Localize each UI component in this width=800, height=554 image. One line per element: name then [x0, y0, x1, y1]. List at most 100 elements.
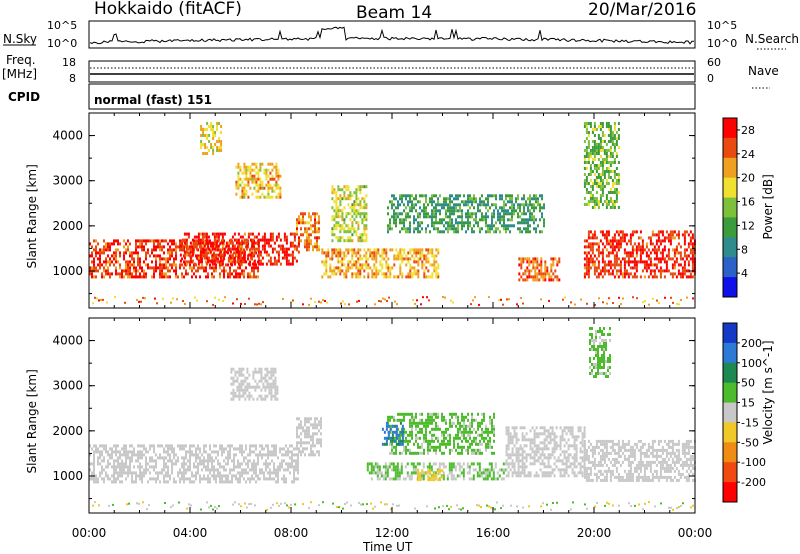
y-axis-label: Slant Range [km] [25, 164, 39, 268]
colorbar-tick-label: 50 [741, 377, 755, 390]
colorbar-tick-label: -200 [741, 476, 766, 489]
data-region [381, 421, 404, 446]
x-tick-label: 16:00 [476, 526, 511, 540]
colorbar-swatch [723, 197, 737, 218]
nsky-tick-high: 10^5 [47, 19, 77, 32]
y-tick-label: 2000 [52, 219, 83, 233]
x-tick-label: 00:00 [678, 526, 713, 540]
x-tick-label: 08:00 [274, 526, 309, 540]
y-tick-label: 1000 [52, 469, 83, 483]
data-region [583, 230, 696, 279]
colorbar-swatch [723, 422, 737, 443]
colorbar-frame [722, 322, 738, 503]
data-region [583, 439, 696, 482]
nsky-tick-low: 10^0 [47, 37, 77, 50]
colorbar-label: Velocity [m s^-1] [761, 340, 775, 444]
colorbar-swatch [723, 277, 737, 298]
data-region [589, 327, 611, 378]
beam-title: Beam 14 [356, 3, 432, 23]
nave-tick-high: 60 [707, 56, 721, 69]
nave-label: Nave [748, 64, 779, 78]
colorbar-tick-label: 15 [741, 397, 755, 410]
time-axis-label: Time UT [362, 540, 413, 554]
cpid-label: CPID [8, 90, 40, 104]
y-tick-label: 4000 [52, 334, 83, 348]
low-range-scatter [92, 296, 694, 306]
colorbar-swatch [723, 362, 737, 384]
colorbar-tick-label: -50 [741, 436, 759, 449]
data-region [179, 232, 300, 266]
data-region [200, 122, 223, 155]
y-tick-label: 3000 [52, 379, 83, 393]
nsky-strip-frame [88, 20, 696, 49]
x-tick-label: 00:00 [72, 526, 107, 540]
power-panel: 1000 2000 3000 4000 Slant Range [km] [25, 112, 696, 309]
date-title: 20/Mar/2016 [588, 0, 696, 20]
colorbar-swatch [723, 342, 737, 364]
nsky-line [89, 26, 694, 45]
data-region [296, 417, 322, 457]
data-region [417, 469, 444, 482]
colorbar-swatch [723, 442, 737, 463]
colorbar-swatch [723, 402, 737, 423]
nave-tick-low: 0 [707, 72, 714, 85]
cpid-strip-frame [88, 83, 696, 110]
data-region [387, 194, 545, 234]
colorbar-swatch [723, 217, 737, 238]
data-region [366, 462, 507, 481]
colorbar-swatch [723, 118, 737, 139]
y-tick-label: 4000 [52, 129, 83, 143]
freq-strip-frame [88, 60, 696, 83]
colorbar-tick-label: 4 [741, 267, 748, 280]
freq-unit: [MHz] [2, 67, 37, 81]
y-tick-label: 1000 [52, 264, 83, 278]
x-tick-label: 04:00 [173, 526, 208, 540]
colorbar-tick-label: 24 [741, 148, 755, 161]
data-region [505, 426, 586, 478]
cpid-value: normal (fast) 151 [94, 93, 212, 107]
colorbar-swatch [723, 382, 737, 404]
colorbar-tick-label: 28 [741, 124, 755, 137]
colorbar-tick-label: 16 [741, 196, 755, 209]
colorbar-swatch [723, 482, 737, 503]
freq-tick-low: 8 [69, 72, 76, 85]
y-tick-label: 3000 [52, 174, 83, 188]
data-region [518, 257, 561, 282]
radar-title: Hokkaido (fitACF) [94, 0, 242, 19]
nsky-label: N.Sky [3, 32, 37, 46]
colorbar-swatch [723, 323, 737, 344]
colorbar-tick-label: 200 [741, 337, 762, 350]
colorbar-swatch [723, 137, 737, 159]
colorbar-tick-label: 20 [741, 172, 755, 185]
low-range-scatter [92, 501, 694, 511]
colorbar-label: Power [dB] [761, 174, 775, 239]
x-tick-label: 12:00 [375, 526, 410, 540]
data-region [387, 412, 495, 455]
colorbar-swatch [723, 257, 737, 278]
y-axis-label: Slant Range [km] [25, 369, 39, 473]
nsky-right-tick-low: 10^0 [707, 37, 737, 50]
data-region [321, 248, 440, 279]
colorbar-swatch [723, 157, 737, 179]
velocity-colorbar: 200 100 50 15 -15 -50 -100 -200 Velocity [m s^-1… [722, 322, 775, 503]
colorbar-swatch [723, 462, 737, 483]
data-region [89, 444, 299, 484]
freq-label: Freq. [6, 53, 36, 67]
nsky-right-tick-high: 10^5 [707, 19, 737, 32]
power-colorbar: 4 8 12 16 20 24 28 Power [dB] [722, 117, 775, 298]
nsky-trace [89, 26, 694, 45]
freq-tick-high: 18 [62, 56, 76, 69]
colorbar-tick-label: -100 [741, 456, 766, 469]
y-tick-label: 2000 [52, 424, 83, 438]
velocity-panel: 1000 2000 3000 4000 Slant Range [km] [25, 317, 696, 514]
colorbar-tick-label: 8 [741, 243, 748, 256]
colorbar-tick-label: -15 [741, 416, 759, 429]
time-axis: 00:00 04:00 08:00 12:00 16:00 20:00 00:00 [72, 526, 713, 540]
colorbar-tick-label: 100 [741, 357, 762, 370]
data-region [230, 367, 279, 401]
colorbar-frame [722, 117, 738, 298]
x-tick-label: 20:00 [577, 526, 612, 540]
colorbar-swatch [723, 177, 737, 199]
data-region [331, 185, 368, 243]
